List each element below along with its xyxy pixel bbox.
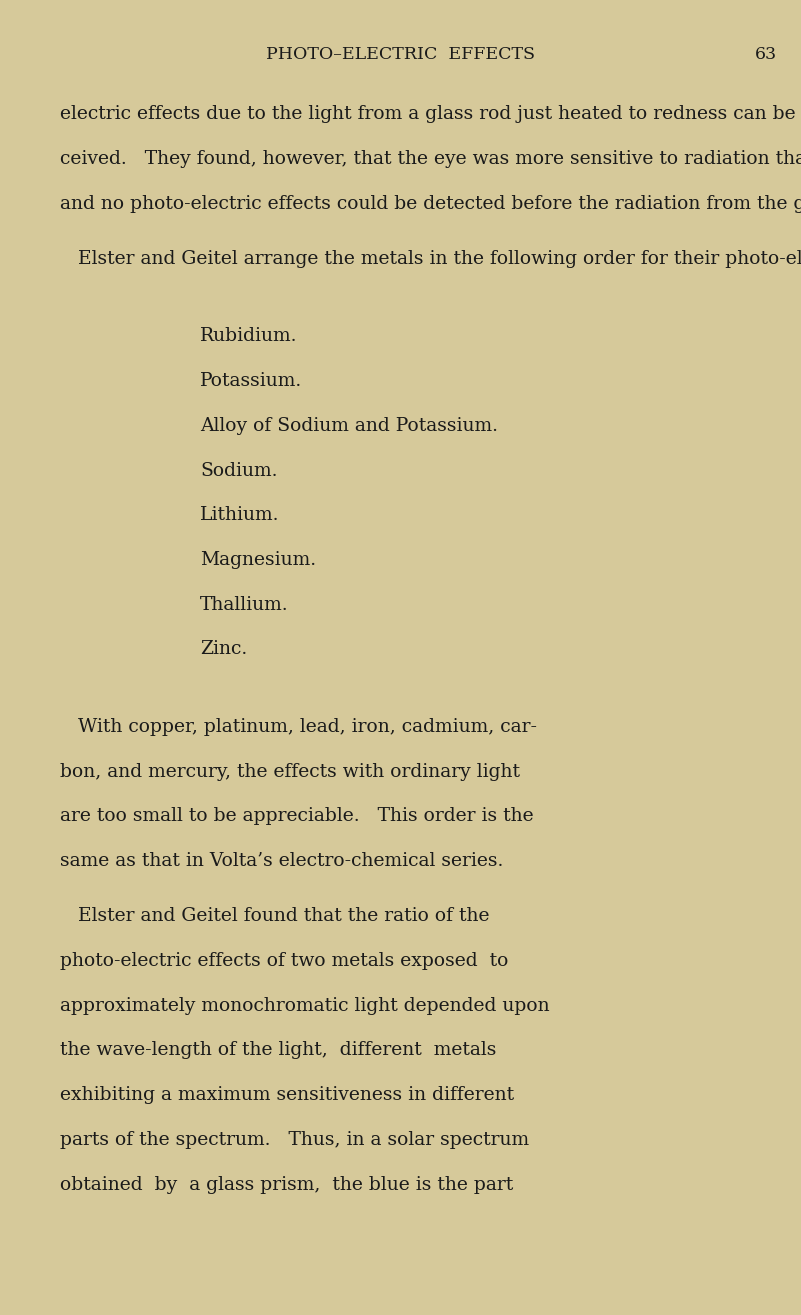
Text: Zinc.: Zinc. bbox=[200, 640, 248, 659]
Text: Thallium.: Thallium. bbox=[200, 596, 289, 614]
Text: photo-electric effects of two metals exposed  to: photo-electric effects of two metals exp… bbox=[60, 952, 509, 970]
Text: are too small to be appreciable.   This order is the: are too small to be appreciable. This or… bbox=[60, 807, 533, 826]
Text: Sodium.: Sodium. bbox=[200, 462, 278, 480]
Text: exhibiting a maximum sensitiveness in different: exhibiting a maximum sensitiveness in di… bbox=[60, 1086, 514, 1105]
Text: bon, and mercury, the effects with ordinary light: bon, and mercury, the effects with ordin… bbox=[60, 763, 520, 781]
Text: Elster and Geitel found that the ratio of the: Elster and Geitel found that the ratio o… bbox=[60, 907, 489, 926]
Text: same as that in Volta’s electro-chemical series.: same as that in Volta’s electro-chemical… bbox=[60, 852, 504, 871]
Text: electric effects due to the light from a glass rod just heated to redness can be: electric effects due to the light from a… bbox=[60, 105, 801, 124]
Text: Magnesium.: Magnesium. bbox=[200, 551, 316, 569]
Text: 63: 63 bbox=[755, 46, 777, 63]
Text: parts of the spectrum.   Thus, in a solar spectrum: parts of the spectrum. Thus, in a solar … bbox=[60, 1131, 529, 1149]
Text: Rubidium.: Rubidium. bbox=[200, 327, 298, 346]
Text: Lithium.: Lithium. bbox=[200, 506, 280, 525]
Text: Alloy of Sodium and Potassium.: Alloy of Sodium and Potassium. bbox=[200, 417, 498, 435]
Text: Potassium.: Potassium. bbox=[200, 372, 303, 391]
Text: Elster and Geitel arrange the metals in the following order for their photo-elec: Elster and Geitel arrange the metals in … bbox=[60, 250, 801, 268]
Text: approximately monochromatic light depended upon: approximately monochromatic light depend… bbox=[60, 997, 549, 1015]
Text: PHOTO–ELECTRIC  EFFECTS: PHOTO–ELECTRIC EFFECTS bbox=[266, 46, 535, 63]
Text: the wave-length of the light,  different  metals: the wave-length of the light, different … bbox=[60, 1041, 497, 1060]
Text: obtained  by  a glass prism,  the blue is the part: obtained by a glass prism, the blue is t… bbox=[60, 1176, 513, 1194]
Text: ceived.   They found, however, that the eye was more sensitive to radiation than: ceived. They found, however, that the ey… bbox=[60, 150, 801, 168]
Text: and no photo-electric effects could be detected before the radiation from the gl: and no photo-electric effects could be d… bbox=[60, 195, 801, 213]
Text: With copper, platinum, lead, iron, cadmium, car-: With copper, platinum, lead, iron, cadmi… bbox=[60, 718, 537, 736]
